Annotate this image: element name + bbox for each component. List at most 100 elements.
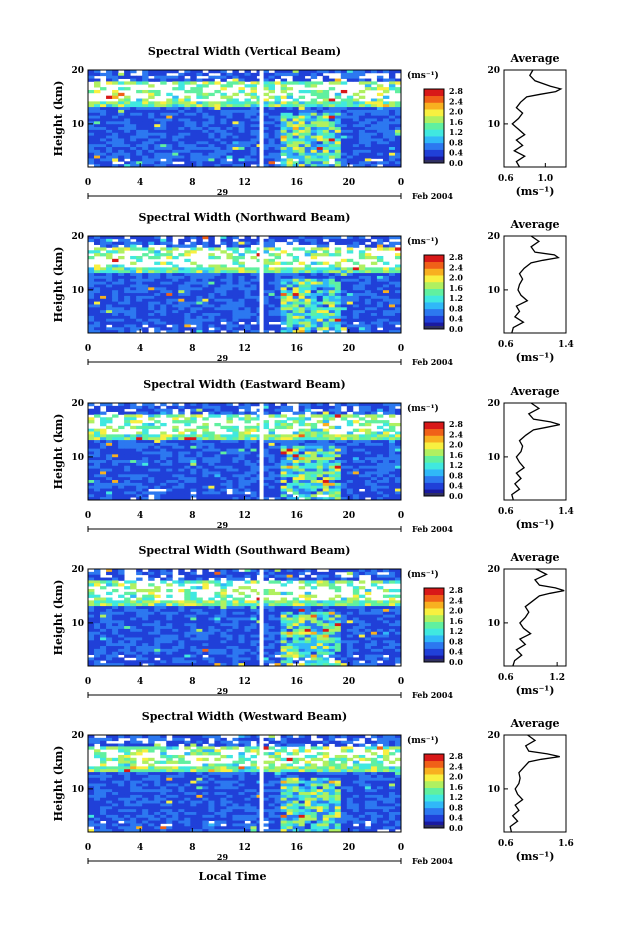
- heatmap-cell: [214, 448, 221, 452]
- heatmap-cell: [112, 295, 119, 300]
- heatmap-cell: [328, 132, 336, 137]
- heatmap-cell: [196, 118, 203, 122]
- heatmap-cell: [322, 480, 330, 484]
- heatmap-cell: [346, 488, 354, 492]
- heatmap-cell: [118, 107, 125, 111]
- heatmap-cell: [274, 480, 282, 484]
- heatmap-cell: [364, 127, 372, 131]
- heatmap-cell: [250, 109, 257, 114]
- heatmap-cell: [154, 497, 161, 501]
- heatmap-cell: [118, 281, 125, 285]
- heatmap-cell: [190, 451, 197, 455]
- heatmap-cell: [154, 298, 161, 303]
- colorbar-swatch: [424, 428, 444, 436]
- heatmap-cell: [358, 417, 366, 421]
- heatmap-cell: [160, 304, 167, 308]
- heatmap-cell: [364, 161, 372, 165]
- heatmap-cell: [112, 264, 119, 268]
- heatmap-cell: [232, 301, 239, 305]
- heatmap-cell: [370, 115, 378, 119]
- heatmap-cell: [304, 431, 312, 435]
- heatmap-cell: [394, 457, 402, 461]
- heatmap-cell: [334, 485, 342, 489]
- heatmap-cell: [232, 408, 239, 412]
- heatmap-cell: [184, 434, 191, 438]
- heatmap-cell: [382, 480, 390, 484]
- heatmap-cell: [196, 315, 203, 320]
- heatmap-cell: [364, 273, 372, 277]
- heatmap-cell: [262, 480, 269, 484]
- heatmap-cell: [370, 411, 378, 415]
- heatmap-cell: [148, 155, 155, 159]
- heatmap-cell: [346, 241, 354, 245]
- heatmap-cell: [328, 236, 336, 240]
- heatmap-cell: [202, 118, 209, 122]
- heatmap-cell: [364, 158, 372, 162]
- heatmap-cell: [394, 127, 402, 131]
- heatmap-cell: [106, 497, 113, 501]
- heatmap-cell: [184, 101, 191, 105]
- heatmap-cell: [154, 313, 161, 317]
- heatmap-cell: [394, 236, 402, 240]
- heatmap-cell: [250, 417, 257, 421]
- heatmap-cell: [244, 313, 251, 317]
- heatmap-cell: [118, 448, 125, 452]
- heatmap-cell: [244, 497, 251, 501]
- heatmap-cell: [274, 290, 282, 294]
- heatmap-cell: [322, 95, 330, 99]
- heatmap-cell: [100, 577, 107, 581]
- heatmap-cell: [310, 482, 318, 487]
- date-day-label: 29: [217, 520, 229, 530]
- heatmap-cell: [244, 284, 251, 288]
- heatmap-cell: [244, 471, 251, 475]
- average-title: Average: [509, 385, 559, 398]
- heatmap-cell: [358, 121, 366, 125]
- heatmap-cell: [286, 112, 294, 117]
- heatmap-cell: [358, 253, 366, 257]
- heatmap-cell: [304, 138, 312, 142]
- heatmap-cell: [178, 278, 185, 283]
- heatmap-cell: [124, 491, 131, 495]
- heatmap-cell: [184, 488, 191, 492]
- heatmap-cell: [118, 290, 125, 294]
- heatmap-cell: [340, 104, 348, 108]
- data-gap: [259, 403, 264, 500]
- heatmap-cell: [292, 448, 300, 452]
- heatmap-cell: [376, 293, 384, 297]
- heatmap-cell: [202, 417, 209, 421]
- heatmap-cell: [238, 275, 245, 280]
- heatmap-cell: [136, 135, 143, 139]
- heatmap-cell: [94, 442, 101, 447]
- heatmap-cell: [226, 411, 233, 415]
- average-frame: [503, 235, 567, 334]
- heatmap-cell: [268, 267, 275, 271]
- heatmap-cell: [220, 241, 227, 245]
- heatmap-cell: [196, 290, 203, 294]
- heatmap-cell: [274, 95, 282, 99]
- heatmap-cell: [190, 313, 197, 317]
- heatmap-cell: [118, 144, 125, 148]
- heatmap-cell: [334, 580, 342, 584]
- heatmap-cell: [232, 315, 239, 320]
- heatmap-cell: [130, 594, 137, 598]
- heatmap-cell: [94, 324, 101, 328]
- heatmap-cell: [262, 155, 269, 159]
- heatmap-cell: [298, 75, 306, 79]
- heatmap-cell: [184, 112, 191, 117]
- heatmap-cell: [136, 236, 143, 240]
- heatmap-cell: [136, 152, 143, 156]
- heatmap-cell: [340, 158, 348, 162]
- y-tick-label: 20: [71, 232, 84, 242]
- heatmap-cell: [106, 250, 113, 254]
- heatmap-cell: [148, 460, 155, 464]
- heatmap-cell: [382, 462, 390, 467]
- heatmap-cell: [136, 158, 143, 162]
- heatmap-cell: [328, 281, 336, 285]
- heatmap-cell: [340, 129, 348, 134]
- heatmap-cell: [394, 485, 402, 489]
- heatmap-cell: [178, 304, 185, 308]
- heatmap-cell: [322, 457, 330, 461]
- heatmap-cell: [346, 247, 354, 251]
- heatmap-cell: [388, 451, 396, 455]
- heatmap-cell: [262, 591, 269, 596]
